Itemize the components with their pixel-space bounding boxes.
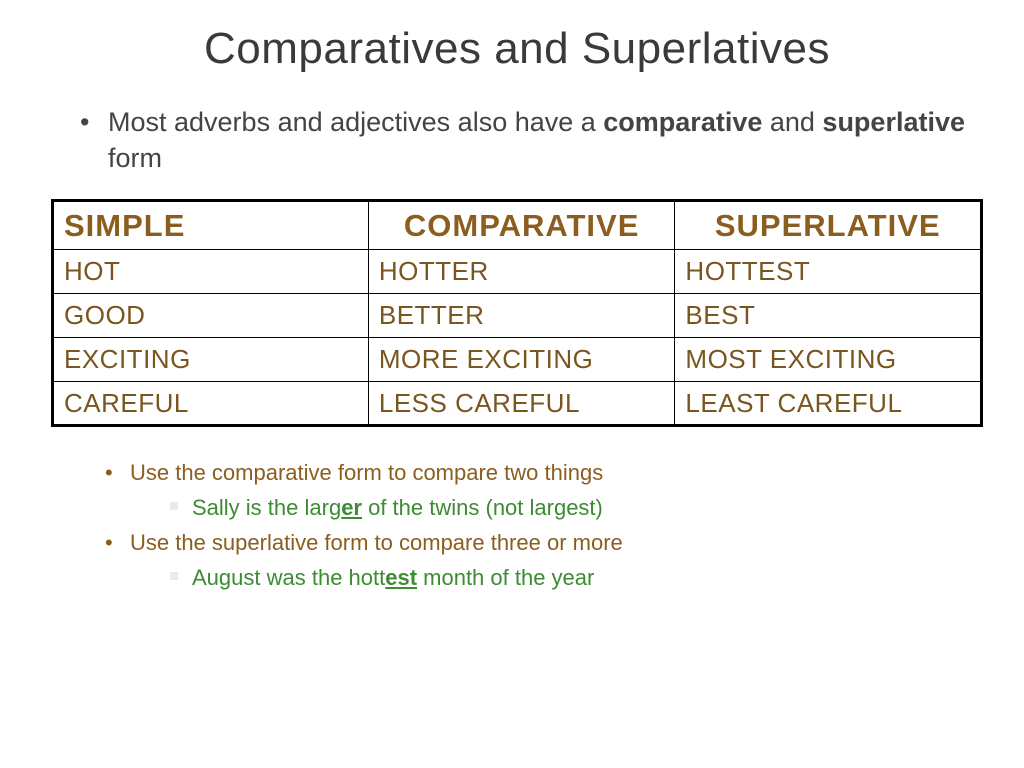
comparison-table: SIMPLE COMPARATIVE SUPERLATIVE HOT HOTTE… [51, 199, 983, 427]
th-simple: SIMPLE [53, 200, 369, 249]
ex-underline: est [385, 565, 417, 590]
ex-underline: er [341, 495, 362, 520]
cell: LESS CAREFUL [368, 381, 675, 425]
intro-mid: and [762, 107, 822, 137]
note-comparative: Use the comparative form to compare two … [100, 455, 984, 490]
note-superlative: Use the superlative form to compare thre… [100, 525, 984, 560]
example-superlative: August was the hottest month of the year [170, 560, 984, 595]
intro-prefix: Most adverbs and adjectives also have a [108, 107, 603, 137]
cell: HOTTER [368, 249, 675, 293]
intro-list: Most adverbs and adjectives also have a … [80, 104, 984, 177]
cell: GOOD [53, 293, 369, 337]
table-row: GOOD BETTER BEST [53, 293, 982, 337]
table-row: HOT HOTTER HOTTEST [53, 249, 982, 293]
cell: MOST EXCITING [675, 337, 982, 381]
notes-block: Use the comparative form to compare two … [100, 455, 984, 596]
cell: HOT [53, 249, 369, 293]
cell: MORE EXCITING [368, 337, 675, 381]
ex-post: month of the year [417, 565, 594, 590]
page-title: Comparatives and Superlatives [50, 24, 984, 74]
intro-b1: comparative [603, 107, 762, 137]
cell: CAREFUL [53, 381, 369, 425]
cell: LEAST CAREFUL [675, 381, 982, 425]
intro-b2: superlative [822, 107, 965, 137]
table-header-row: SIMPLE COMPARATIVE SUPERLATIVE [53, 200, 982, 249]
example-comparative: Sally is the larger of the twins (not la… [170, 490, 984, 525]
ex-pre: Sally is the larg [192, 495, 341, 520]
intro-suffix: form [108, 143, 162, 173]
cell: EXCITING [53, 337, 369, 381]
table-row: EXCITING MORE EXCITING MOST EXCITING [53, 337, 982, 381]
ex-post: of the twins (not largest) [362, 495, 603, 520]
th-comparative: COMPARATIVE [368, 200, 675, 249]
ex-pre: August was the hott [192, 565, 385, 590]
th-superlative: SUPERLATIVE [675, 200, 982, 249]
cell: HOTTEST [675, 249, 982, 293]
cell: BETTER [368, 293, 675, 337]
cell: BEST [675, 293, 982, 337]
intro-line: Most adverbs and adjectives also have a … [80, 104, 984, 177]
table-row: CAREFUL LESS CAREFUL LEAST CAREFUL [53, 381, 982, 425]
